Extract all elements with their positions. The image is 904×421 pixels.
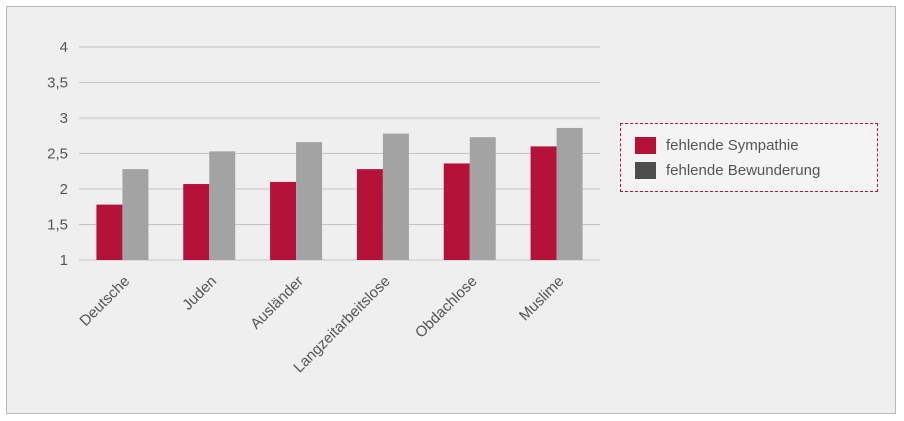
bar-sympathie: [356, 169, 383, 260]
bar-sympathie: [443, 163, 470, 260]
x-category-label: Obdachlose: [412, 273, 481, 342]
x-category-label: Langzeitarbeitslose: [290, 273, 393, 376]
chart-legend: fehlende Sympathie fehlende Bewunderung: [620, 123, 878, 192]
y-tick-label: 2: [60, 181, 68, 198]
y-tick-label: 4: [60, 39, 68, 56]
y-tick-label: 1,5: [47, 217, 68, 234]
bar-bewunderung: [556, 127, 583, 260]
bar-bewunderung: [469, 137, 496, 260]
legend-swatch-sympathie: [635, 137, 656, 154]
x-category-label: Juden: [179, 273, 220, 314]
bar-bewunderung: [122, 169, 149, 260]
legend-label-sympathie: fehlende Sympathie: [666, 137, 799, 154]
legend-label-bewunderung: fehlende Bewunderung: [666, 162, 821, 179]
bar-bewunderung: [209, 151, 236, 260]
legend-swatch-bewunderung: [635, 162, 656, 179]
bar-sympathie: [96, 204, 123, 260]
bar-sympathie: [183, 184, 210, 260]
x-category-label: Ausländer: [247, 273, 307, 333]
legend-item-sympathie: fehlende Sympathie: [635, 133, 877, 158]
legend-item-bewunderung: fehlende Bewunderung: [635, 158, 877, 183]
bar-sympathie: [530, 146, 557, 260]
y-tick-label: 2,5: [47, 146, 68, 163]
y-tick-label: 3,5: [47, 75, 68, 92]
bar-bewunderung: [296, 142, 323, 260]
bar-sympathie: [270, 181, 297, 260]
bar-bewunderung: [382, 133, 409, 260]
y-tick-label: 1: [60, 252, 68, 269]
x-category-label: Deutsche: [76, 273, 133, 330]
x-category-label: Muslime: [516, 273, 568, 325]
y-tick-label: 3: [60, 110, 68, 127]
